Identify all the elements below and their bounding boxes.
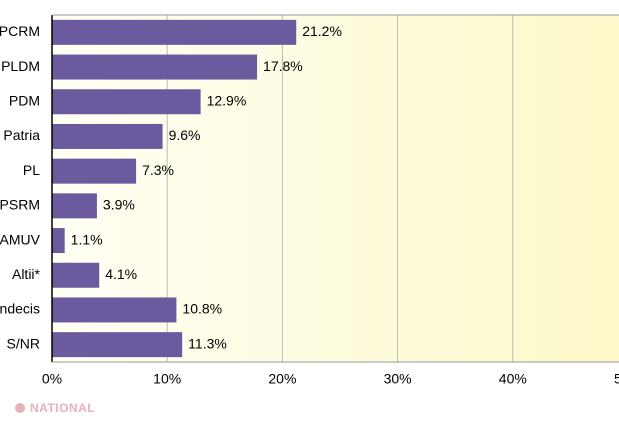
y-tick-label: PL [23, 162, 40, 178]
bar [52, 158, 137, 184]
x-tick-label: 20% [268, 371, 296, 387]
watermark: NATIONAL [30, 401, 95, 415]
bar [52, 193, 97, 219]
bar [52, 262, 100, 288]
value-label: 9.6% [169, 127, 201, 143]
y-tick-label: PDM [9, 92, 40, 108]
value-label: 10.8% [182, 301, 222, 317]
bar [52, 19, 297, 45]
x-tick-label: 0% [42, 371, 62, 387]
bar [52, 332, 183, 358]
y-tick-label: AMUV [0, 231, 41, 247]
bar [52, 228, 65, 254]
x-tick-label: 40% [499, 371, 527, 387]
bar [52, 297, 177, 323]
value-label: 4.1% [105, 266, 137, 282]
y-tick-label: Altii* [12, 266, 41, 282]
y-tick-label: S/NR [7, 335, 40, 351]
bar [52, 54, 258, 80]
value-label: 7.3% [142, 162, 174, 178]
value-label: 21.2% [302, 23, 342, 39]
value-label: 12.9% [207, 92, 247, 108]
value-label: 3.9% [103, 197, 135, 213]
y-tick-label: PLDM [1, 58, 40, 74]
x-tick-label: 50% [614, 371, 619, 387]
x-tick-label: 10% [153, 371, 181, 387]
value-label: 17.8% [263, 58, 303, 74]
bar [52, 123, 163, 149]
value-label: 11.3% [188, 335, 227, 351]
y-tick-label: Patria [3, 127, 40, 143]
value-label: 1.1% [71, 231, 103, 247]
x-tick-label: 30% [384, 371, 412, 387]
bar [52, 89, 201, 115]
logo-icon [15, 403, 25, 413]
y-tick-label: PSRM [0, 197, 40, 213]
y-tick-label: ndecis [0, 301, 40, 317]
y-tick-label: PCRM [0, 23, 40, 39]
